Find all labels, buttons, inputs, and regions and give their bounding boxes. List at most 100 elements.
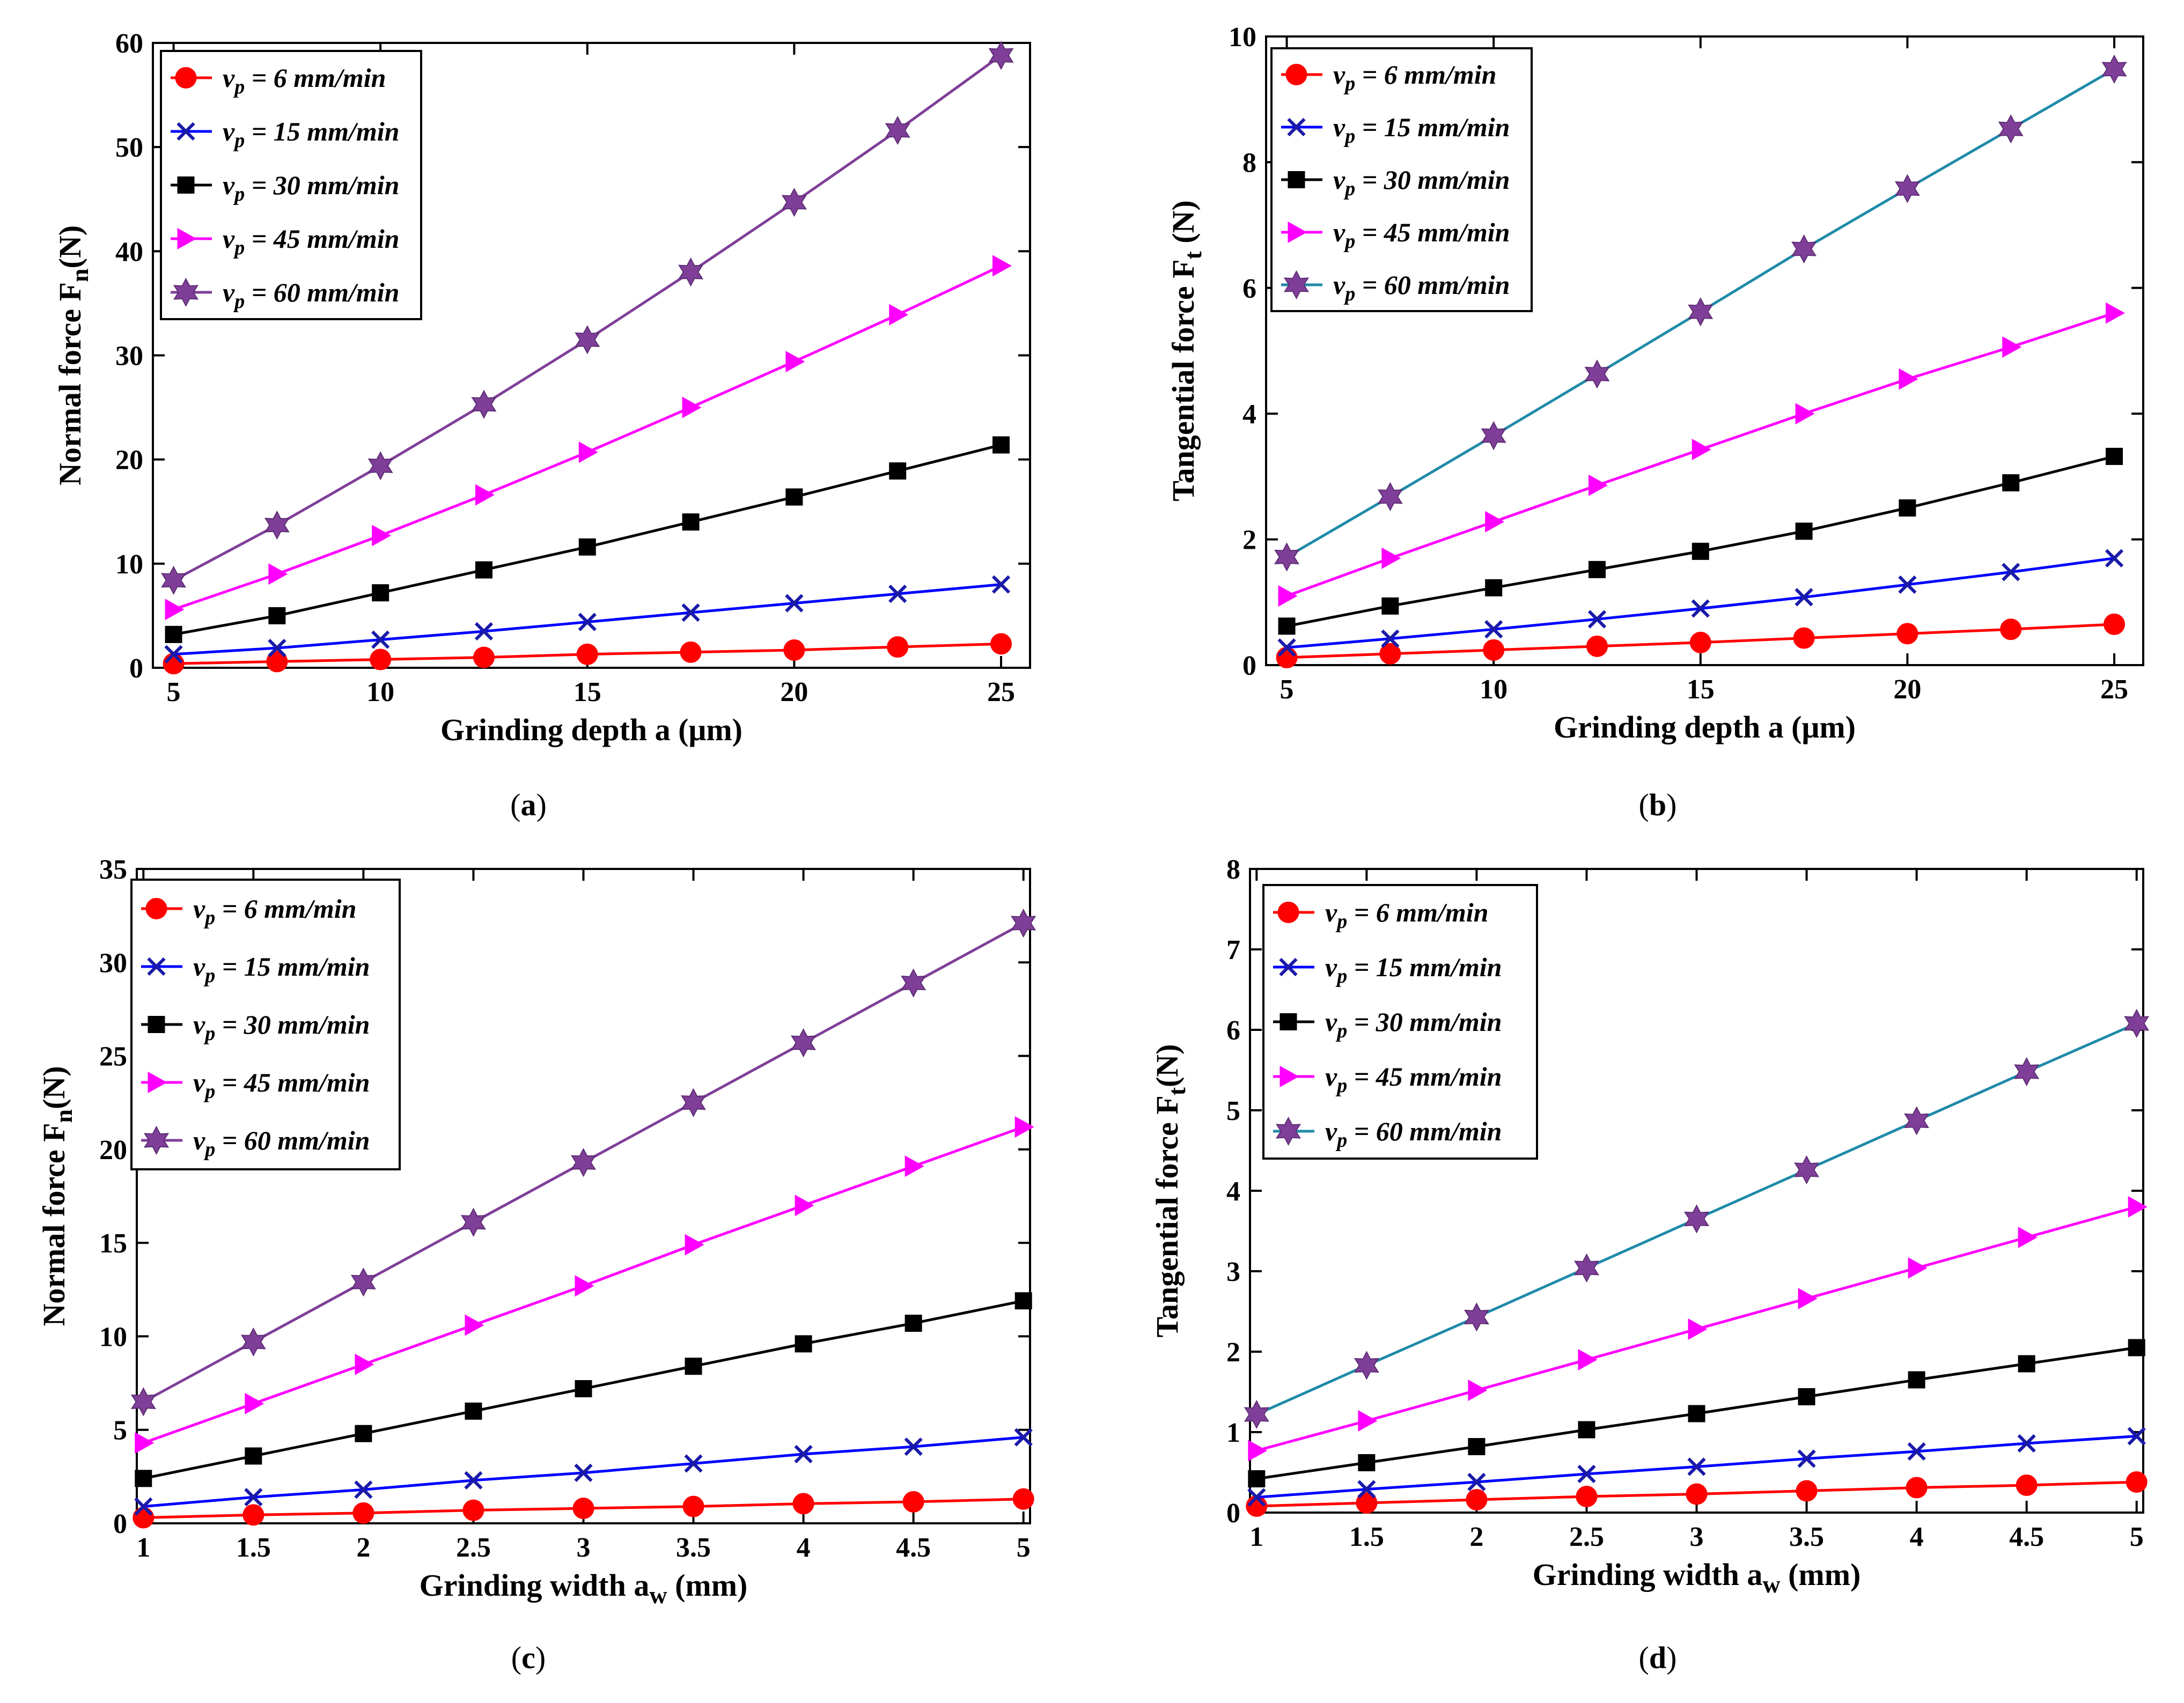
legend-label: vp = 45 mm/min [1333,217,1510,253]
data-point [1014,1292,1032,1310]
data-point [245,1392,264,1414]
x-tick-label: 1 [1249,1522,1263,1552]
x-tick-label: 2 [356,1532,370,1563]
legend-marker [148,1072,167,1093]
data-point [1791,234,1817,264]
data-point [465,1314,484,1336]
series-4 [1274,54,2127,572]
data-point [474,622,494,641]
data-point [135,1432,155,1454]
series-1 [1247,1427,2146,1507]
data-point [473,646,495,668]
data-point [371,630,390,649]
data-point [2000,618,2022,640]
data-point [1578,1349,1598,1370]
data-point [2104,613,2126,635]
data-point [575,1275,594,1297]
data-point [2106,302,2126,324]
y-tick-label: 6 [1226,1015,1240,1046]
data-point [1467,1472,1486,1492]
legend-marker [1287,117,1306,137]
legend-marker [1288,171,1305,188]
data-point [2124,1008,2150,1038]
x-tick-label: 4 [1910,1522,1924,1552]
legend-label: vp = 6 mm/min [1325,897,1488,933]
data-point [1481,421,1506,451]
data-point [681,1088,707,1117]
data-point [1908,1371,1925,1389]
data-point [1278,617,1296,635]
data-point [1358,1454,1376,1471]
x-tick-label: 10 [1480,674,1508,705]
legend-marker [145,898,167,919]
data-point [1484,620,1503,639]
y-tick-label: 4 [1226,1176,1240,1207]
data-point [1464,1302,1489,1332]
y-tick-label: 20 [99,1135,127,1166]
data-point [889,462,907,480]
y-tick-label: 0 [1242,651,1256,681]
data-point [1577,1464,1596,1484]
legend-marker [177,122,195,141]
data-point [165,625,182,643]
y-tick-label: 4 [1242,399,1256,430]
y-tick-label: 0 [1226,1498,1240,1529]
data-point [1795,522,1813,540]
data-point [1906,1477,1928,1499]
series-2 [165,436,1010,643]
data-point [1689,631,1711,653]
data-point [1896,623,1918,645]
data-point [2017,1434,2036,1453]
plot-frame [1265,35,2144,666]
x-tick-label: 4.5 [2009,1522,2044,1552]
x-tick-label: 15 [573,677,601,707]
x-tick-label: 5 [2130,1522,2144,1552]
data-point [678,257,704,287]
data-point [133,1507,155,1529]
data-point [684,1454,703,1473]
data-point [268,638,286,658]
data-point [2127,1427,2146,1446]
data-point [991,575,1011,594]
y-tick-label: 2 [1242,525,1256,556]
data-point [889,304,909,326]
legend-marker [173,277,199,307]
data-point [372,525,392,547]
data-point [2014,1057,2040,1087]
y-tick-label: 5 [113,1416,127,1446]
data-point [575,325,600,355]
y-axis-label: Normal force Fn(N) [36,1066,77,1326]
series-2 [135,1292,1032,1487]
data-point [1588,561,1606,578]
series-1 [164,575,1011,663]
data-point [1014,1116,1034,1138]
data-point [576,643,598,665]
data-point [1277,638,1296,657]
x-axis-label: Grinding depth a (μm) [440,712,742,747]
data-point [990,633,1012,655]
data-point [1898,575,1917,594]
data-point [2016,1475,2038,1496]
data-point [1244,1399,1269,1429]
data-point [355,1353,374,1375]
data-point [1354,1351,1379,1380]
x-tick-label: 3.5 [1789,1522,1824,1552]
data-point [370,648,392,670]
data-point [1278,585,1298,607]
x-tick-label: 5 [1017,1532,1031,1563]
legend: vp = 6 mm/min vp = 15 mm/min vp = 30 mm/mi… [1270,47,1533,312]
y-tick-label: 8 [1226,854,1240,885]
x-tick-label: 1 [136,1532,150,1563]
x-tick-label: 5 [167,677,181,707]
series-4 [161,41,1014,595]
data-point [1014,1428,1033,1447]
legend-label: vp = 45 mm/min [223,224,399,259]
data-point [783,639,805,661]
legend-label: vp = 45 mm/min [193,1067,370,1103]
series-0 [163,633,1012,675]
x-tick-label: 10 [366,677,394,707]
x-axis-label: Grinding width aw (mm) [1533,1557,1861,1598]
data-point [682,513,700,531]
data-point [1798,1388,1815,1405]
